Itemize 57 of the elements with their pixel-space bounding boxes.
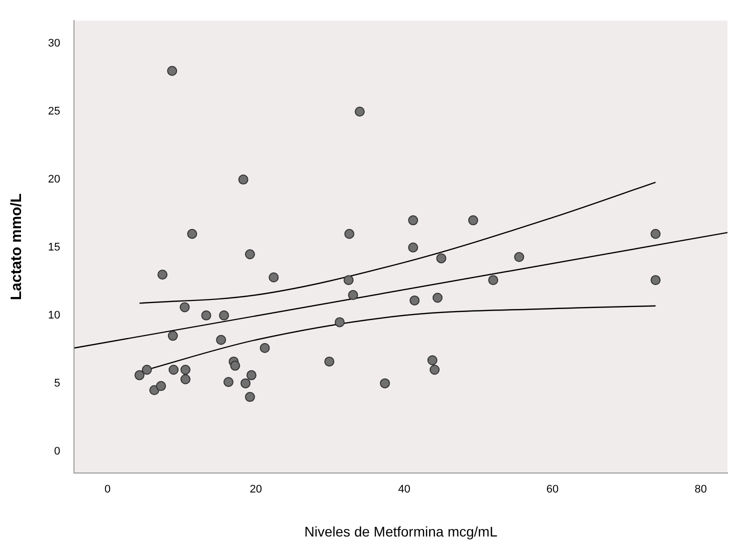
point [334, 317, 345, 328]
x-axis-title: Niveles de Metformina mcg/mL [304, 523, 498, 540]
point [344, 275, 354, 286]
y-tick-label: 30 [48, 38, 60, 50]
point [244, 249, 255, 260]
point [408, 215, 418, 226]
y-tick-label: 5 [54, 377, 60, 390]
x-tick-label: 60 [546, 484, 559, 496]
point [167, 66, 178, 76]
point [436, 253, 446, 264]
point [348, 290, 358, 300]
y-tick-label: 0 [54, 445, 60, 458]
point [354, 106, 365, 117]
point [238, 174, 248, 185]
point [223, 376, 234, 387]
y-tick-label: 10 [48, 309, 60, 322]
y-axis-title: Lactato mmo/L [8, 193, 26, 300]
point [240, 378, 251, 388]
point [187, 228, 198, 239]
line-series [138, 182, 656, 304]
y-tick-label: 25 [48, 106, 60, 118]
point [380, 378, 390, 388]
point [244, 392, 255, 402]
x-tick-label: 0 [104, 484, 111, 496]
point [268, 272, 279, 282]
point [432, 292, 443, 303]
x-tick-label: 80 [694, 484, 707, 496]
point [134, 370, 144, 380]
point [246, 370, 256, 380]
x-tick-label: 40 [398, 484, 410, 496]
point [468, 215, 478, 226]
point [216, 334, 226, 345]
point [650, 275, 661, 286]
point [157, 270, 168, 280]
point [180, 364, 190, 375]
point [488, 275, 498, 286]
point [142, 364, 152, 375]
point [408, 242, 418, 252]
point [168, 330, 178, 341]
point [410, 295, 420, 306]
y-tick-label: 15 [48, 242, 60, 254]
point [180, 374, 190, 384]
point [324, 356, 334, 367]
point [180, 302, 190, 312]
y-tick-label: 20 [48, 174, 60, 186]
point [156, 381, 166, 392]
point [260, 343, 270, 354]
point [430, 364, 440, 375]
point [219, 310, 230, 320]
point [168, 364, 179, 375]
point [344, 228, 354, 239]
point [650, 228, 661, 239]
point [427, 355, 438, 366]
point [201, 310, 212, 320]
x-tick-label: 20 [250, 484, 262, 496]
point [230, 360, 240, 371]
point [514, 252, 524, 262]
